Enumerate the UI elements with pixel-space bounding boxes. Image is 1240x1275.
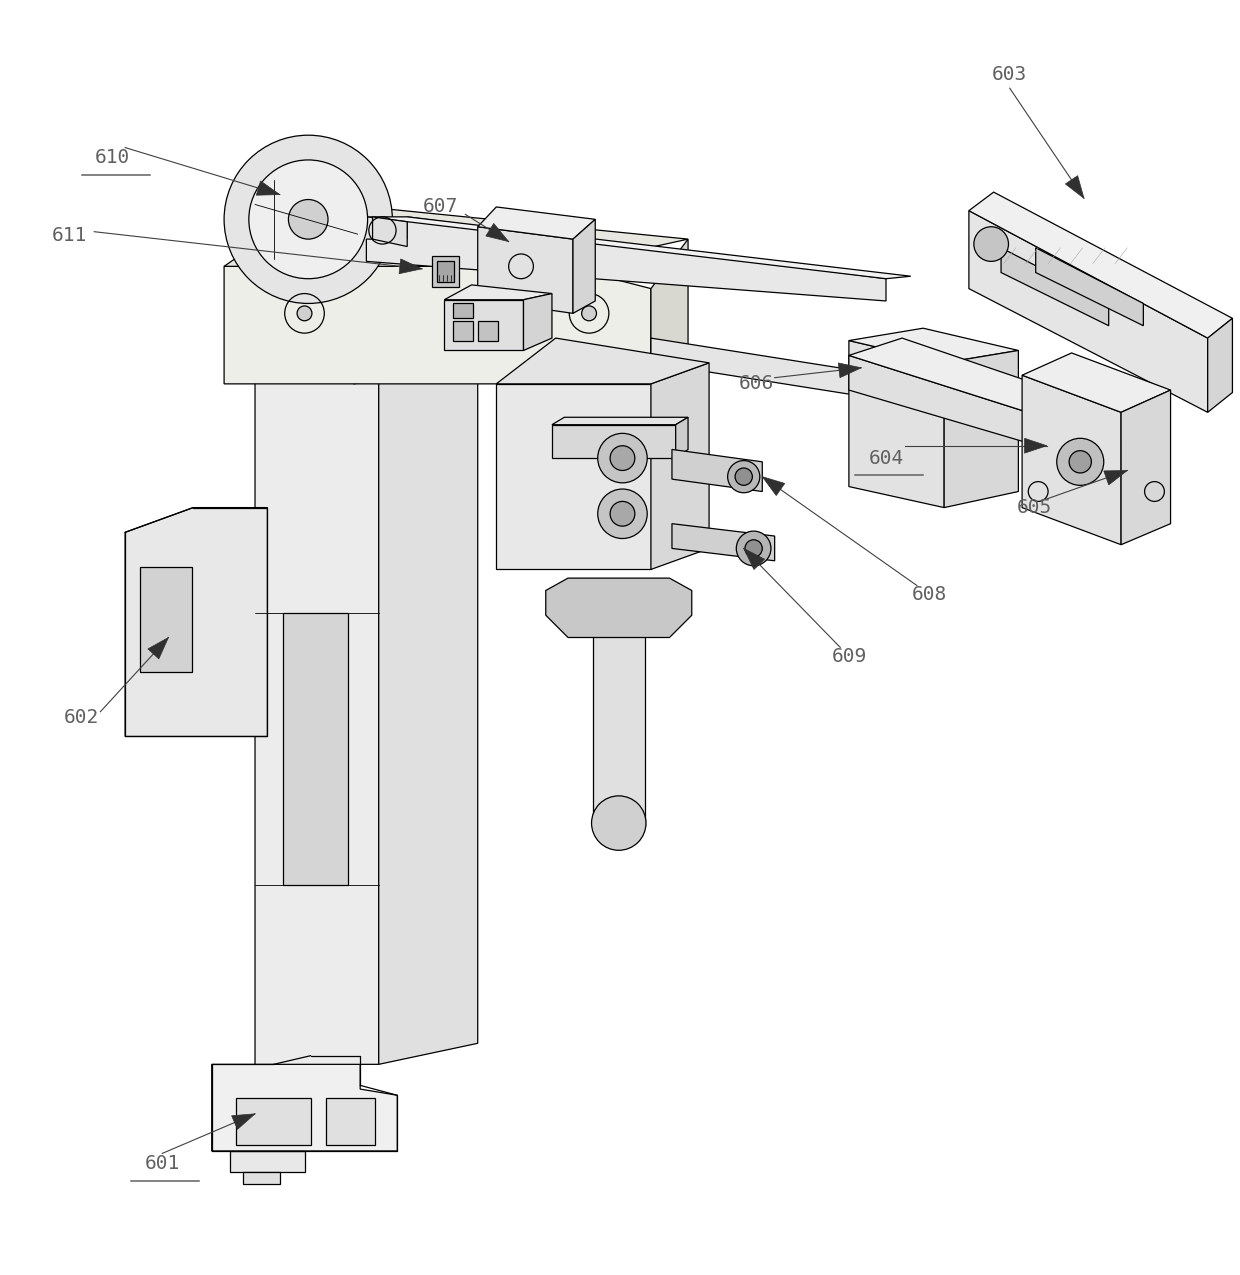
Polygon shape (436, 261, 454, 283)
Polygon shape (496, 384, 651, 570)
Text: 604: 604 (868, 449, 904, 468)
Polygon shape (838, 363, 862, 377)
Circle shape (598, 434, 647, 483)
Circle shape (298, 306, 312, 321)
Polygon shape (1121, 390, 1171, 544)
Bar (453, 303, 472, 319)
Circle shape (591, 796, 646, 850)
Text: 602: 602 (64, 709, 99, 728)
Polygon shape (496, 338, 709, 384)
Polygon shape (486, 223, 508, 241)
Polygon shape (651, 338, 887, 400)
Polygon shape (552, 417, 688, 425)
Text: 607: 607 (423, 198, 459, 217)
Text: 605: 605 (1017, 499, 1052, 518)
Polygon shape (1022, 375, 1121, 544)
Polygon shape (763, 477, 785, 496)
Polygon shape (546, 578, 692, 638)
Polygon shape (1065, 176, 1084, 199)
Polygon shape (255, 323, 477, 384)
Polygon shape (849, 340, 944, 507)
Circle shape (1056, 439, 1104, 486)
Circle shape (973, 227, 1008, 261)
Text: 611: 611 (52, 226, 87, 245)
Polygon shape (366, 217, 887, 301)
Polygon shape (232, 1114, 255, 1130)
Polygon shape (477, 227, 573, 314)
Polygon shape (672, 524, 775, 561)
Polygon shape (593, 631, 645, 825)
Polygon shape (651, 363, 709, 570)
Polygon shape (968, 210, 1208, 412)
Circle shape (289, 199, 329, 240)
Polygon shape (744, 548, 765, 570)
Circle shape (224, 135, 392, 303)
Polygon shape (212, 1056, 397, 1151)
Bar (326, 1098, 374, 1145)
Circle shape (735, 468, 753, 486)
Text: 610: 610 (95, 148, 130, 167)
Polygon shape (444, 284, 552, 300)
Polygon shape (432, 256, 459, 287)
Polygon shape (651, 240, 688, 384)
Circle shape (610, 501, 635, 527)
Text: 609: 609 (831, 646, 867, 666)
Bar (284, 613, 347, 885)
Polygon shape (849, 328, 1018, 363)
Polygon shape (552, 425, 676, 458)
Circle shape (737, 532, 771, 566)
Polygon shape (255, 297, 378, 1065)
Polygon shape (968, 193, 1233, 338)
Circle shape (249, 159, 367, 279)
Polygon shape (125, 507, 268, 737)
Bar (477, 321, 497, 340)
Polygon shape (1024, 439, 1047, 453)
Polygon shape (676, 417, 688, 458)
Polygon shape (224, 201, 688, 266)
Polygon shape (1208, 319, 1233, 412)
Text: 608: 608 (911, 585, 947, 603)
Polygon shape (523, 293, 552, 351)
Circle shape (598, 490, 647, 538)
Circle shape (745, 539, 763, 557)
Bar (453, 321, 472, 340)
Bar (237, 1098, 311, 1145)
Polygon shape (1104, 470, 1127, 484)
Circle shape (728, 460, 760, 492)
Polygon shape (1001, 247, 1109, 325)
Polygon shape (849, 338, 1171, 442)
Circle shape (1069, 450, 1091, 473)
Polygon shape (849, 356, 1121, 470)
Circle shape (582, 306, 596, 321)
Text: 601: 601 (145, 1154, 180, 1173)
Polygon shape (257, 181, 280, 195)
Text: 606: 606 (739, 375, 774, 394)
Polygon shape (444, 300, 523, 351)
Polygon shape (573, 219, 595, 314)
Circle shape (610, 446, 635, 470)
Polygon shape (243, 1172, 280, 1184)
Polygon shape (378, 323, 477, 1065)
Polygon shape (231, 1151, 305, 1172)
Polygon shape (399, 259, 422, 274)
Polygon shape (1035, 247, 1143, 325)
Bar (140, 567, 192, 672)
Polygon shape (944, 351, 1018, 507)
Polygon shape (148, 638, 169, 659)
Polygon shape (477, 207, 595, 240)
Polygon shape (366, 217, 910, 279)
Polygon shape (224, 266, 651, 384)
Polygon shape (1022, 353, 1171, 412)
Polygon shape (372, 217, 407, 246)
Text: 603: 603 (992, 65, 1028, 84)
Polygon shape (672, 450, 763, 491)
